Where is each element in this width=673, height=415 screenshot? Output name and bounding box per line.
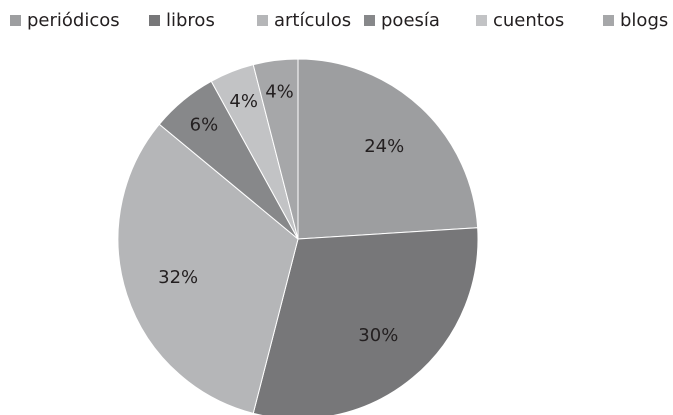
- legend-label: blogs: [620, 10, 668, 31]
- data-label: 4%: [229, 91, 258, 112]
- legend-swatch: [476, 15, 487, 26]
- legend-label: cuentos: [493, 10, 564, 31]
- pie-slice: [252, 58, 299, 240]
- legend-swatch: [257, 15, 268, 26]
- legend-label: poesía: [381, 10, 440, 31]
- legend-label: libros: [166, 10, 215, 31]
- legend-label: periódicos: [27, 10, 120, 31]
- legend-swatch: [603, 15, 614, 26]
- pie-slice: [117, 123, 299, 414]
- legend-label: artículos: [274, 10, 351, 31]
- legend-swatch: [149, 15, 160, 26]
- data-label: 30%: [358, 325, 398, 346]
- data-label: 4%: [265, 82, 294, 103]
- data-label: 32%: [158, 267, 198, 288]
- pie-slice: [297, 58, 479, 240]
- data-label: 24%: [364, 136, 404, 157]
- data-label: 6%: [190, 114, 219, 135]
- pie-slice: [252, 227, 479, 415]
- legend-swatch: [364, 15, 375, 26]
- legend-swatch: [10, 15, 21, 26]
